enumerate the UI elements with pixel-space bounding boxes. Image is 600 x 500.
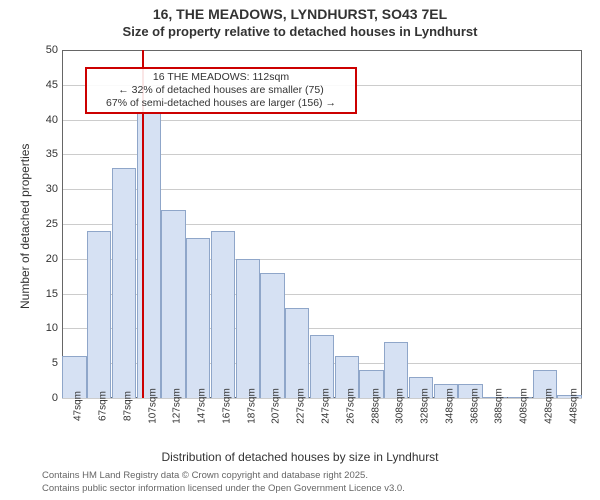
axis-line [62,50,63,398]
x-tick-label: 388sqm [494,388,505,424]
title-line-2: Size of property relative to detached ho… [0,24,600,39]
x-tick-label: 308sqm [395,388,406,424]
x-tick-label: 67sqm [98,391,109,421]
histogram-bar [161,210,185,398]
histogram-bar [211,231,235,398]
x-tick-label: 368sqm [469,388,480,424]
x-tick-label: 47sqm [73,391,84,421]
histogram-bar [285,308,309,398]
histogram-bar [260,273,284,398]
footer-line-1: Contains HM Land Registry data © Crown c… [42,470,368,481]
chart-container: 16, THE MEADOWS, LYNDHURST, SO43 7EL Siz… [0,0,600,500]
annotation-line-2: ← 32% of detached houses are smaller (75… [91,84,351,97]
annotation-line-1: 16 THE MEADOWS: 112sqm [91,71,351,84]
histogram-bar [186,238,210,398]
x-tick-label: 187sqm [246,388,257,424]
x-tick-label: 207sqm [271,388,282,424]
y-tick-label: 25 [30,218,58,230]
histogram-bar [87,231,111,398]
axis-line [581,50,582,398]
x-tick-label: 247sqm [321,388,332,424]
x-tick-label: 167sqm [221,388,232,424]
x-tick-label: 87sqm [122,391,133,421]
x-tick-label: 267sqm [345,388,356,424]
annotation-box: 16 THE MEADOWS: 112sqm ← 32% of detached… [85,67,357,114]
y-tick-label: 40 [30,114,58,126]
x-tick-label: 348sqm [444,388,455,424]
histogram-bar [236,259,260,398]
x-tick-label: 288sqm [370,388,381,424]
y-tick-label: 20 [30,253,58,265]
x-tick-label: 428sqm [543,388,554,424]
y-tick-label: 10 [30,322,58,334]
x-tick-label: 107sqm [147,388,158,424]
x-tick-label: 127sqm [172,388,183,424]
y-tick-label: 0 [30,392,58,404]
title-line-1: 16, THE MEADOWS, LYNDHURST, SO43 7EL [0,6,600,22]
y-tick-label: 30 [30,183,58,195]
axis-line [62,50,582,51]
annotation-line-3: 67% of semi-detached houses are larger (… [91,97,351,110]
x-tick-label: 448sqm [568,388,579,424]
x-tick-label: 147sqm [197,388,208,424]
y-tick-label: 5 [30,357,58,369]
y-tick-label: 45 [30,79,58,91]
y-tick-label: 50 [30,44,58,56]
y-tick-label: 35 [30,148,58,160]
histogram-bar [137,113,161,398]
footer-line-2: Contains public sector information licen… [42,483,405,494]
x-tick-label: 408sqm [519,388,530,424]
y-tick-label: 15 [30,288,58,300]
x-axis-label: Distribution of detached houses by size … [0,450,600,464]
x-tick-label: 227sqm [296,388,307,424]
x-tick-label: 328sqm [420,388,431,424]
histogram-bar [112,168,136,398]
